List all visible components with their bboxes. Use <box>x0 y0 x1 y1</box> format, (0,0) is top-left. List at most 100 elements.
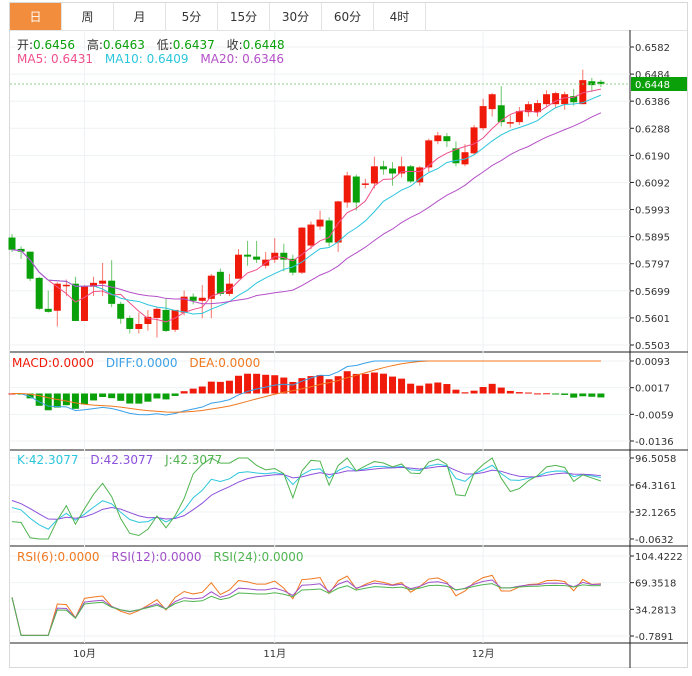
low-value: 0.6437 <box>172 38 215 52</box>
macd-bar <box>271 375 279 394</box>
macd-bar <box>117 393 125 401</box>
ma-legend: MA5: 0.6431 MA10: 0.6409 MA20: 0.6346 <box>17 52 292 67</box>
tab-5[interactable]: 30分 <box>270 3 322 30</box>
candle <box>543 90 551 107</box>
candle-body <box>62 284 70 287</box>
macd-bar <box>253 373 261 394</box>
candle-body <box>407 166 415 182</box>
candle <box>225 274 233 297</box>
candle-body <box>425 140 433 168</box>
candle-body <box>108 280 116 304</box>
candle <box>171 309 179 333</box>
tab-2[interactable]: 月 <box>114 3 166 30</box>
candle-body <box>298 227 306 273</box>
candle <box>216 268 224 297</box>
candle <box>434 131 442 145</box>
macd-bar <box>452 389 460 394</box>
macd-bar <box>135 393 143 404</box>
macd-bar <box>325 379 333 394</box>
macd-bar <box>126 393 134 404</box>
candle-body <box>207 275 215 299</box>
candle-body <box>434 135 442 142</box>
open-label: 开: <box>17 38 34 52</box>
macd-bar <box>379 373 387 394</box>
candle <box>71 276 79 321</box>
candle <box>370 156 378 189</box>
candle-body <box>461 152 469 165</box>
candle <box>515 106 523 125</box>
candle-body <box>53 283 61 311</box>
candle-body <box>144 316 152 325</box>
candle <box>379 160 387 175</box>
candle <box>479 98 487 131</box>
chart-frame <box>9 2 688 668</box>
macd-bar <box>470 390 478 394</box>
rsi12-line <box>11 579 601 636</box>
macd-bar <box>488 383 496 394</box>
macd-bar <box>352 373 360 394</box>
x-tick-label: 11月 <box>263 648 286 660</box>
macd-bar <box>389 376 397 394</box>
candle <box>162 298 170 333</box>
macd-bar <box>343 371 351 394</box>
candle <box>361 178 369 189</box>
candle <box>262 251 270 269</box>
open-value: 0.6456 <box>33 38 76 52</box>
close-label: 收: <box>226 38 243 52</box>
candle <box>8 233 16 252</box>
tab-1[interactable]: 周 <box>62 3 114 30</box>
candle <box>180 290 188 316</box>
macd-bar <box>479 387 487 394</box>
candle-body <box>117 303 125 319</box>
macd-bar <box>361 373 369 394</box>
candle-body <box>352 176 360 203</box>
k-value: K:42.3077 <box>17 453 79 467</box>
candle <box>561 91 569 110</box>
macd-bar <box>334 376 342 394</box>
candle-body <box>579 80 587 105</box>
candle <box>126 315 134 334</box>
ma10-line <box>11 94 602 315</box>
price-tick-label: 0.6288 <box>635 124 670 135</box>
candle <box>44 290 52 313</box>
candle-body <box>171 309 179 330</box>
candle <box>461 144 469 167</box>
period-tabs: 日周月 5分 15分 30分 60分 4时 <box>10 3 687 31</box>
candle <box>289 254 297 276</box>
macd-bar <box>198 386 206 394</box>
candle <box>198 285 206 319</box>
candle <box>80 285 88 321</box>
tab-7[interactable]: 4时 <box>374 3 426 30</box>
candle <box>298 227 306 275</box>
tab-4[interactable]: 15分 <box>218 3 270 30</box>
candle-body <box>524 104 532 113</box>
candle-body <box>370 166 378 184</box>
candle <box>524 101 532 117</box>
macd-bar <box>35 393 43 406</box>
tab-6[interactable]: 60分 <box>322 3 374 30</box>
macd-bar <box>552 393 560 395</box>
tab-0[interactable]: 日 <box>10 3 62 30</box>
high-label: 高: <box>86 38 103 52</box>
price-tick-label: 0.5503 <box>635 341 670 352</box>
candle-body <box>488 94 496 110</box>
rsi6-line <box>11 574 601 636</box>
candle <box>452 141 460 167</box>
candle-body <box>543 94 551 105</box>
d-value: D:42.3077 <box>90 453 154 467</box>
macd-bar <box>62 393 70 406</box>
price-tick-label: 0.6386 <box>635 97 670 108</box>
candle <box>552 91 560 109</box>
kdj-tick-label: -0.0632 <box>635 535 674 546</box>
diff-value: DIFF:0.0000 <box>105 356 178 370</box>
macd-bar <box>524 392 532 394</box>
tab-3[interactable]: 5分 <box>166 3 218 30</box>
candle <box>389 162 397 186</box>
candle <box>343 171 351 208</box>
candle <box>398 156 406 178</box>
candle <box>253 240 261 263</box>
candle-body <box>497 105 505 123</box>
macd-bar <box>588 393 596 397</box>
rsi-tick-label: 69.3518 <box>635 579 676 590</box>
